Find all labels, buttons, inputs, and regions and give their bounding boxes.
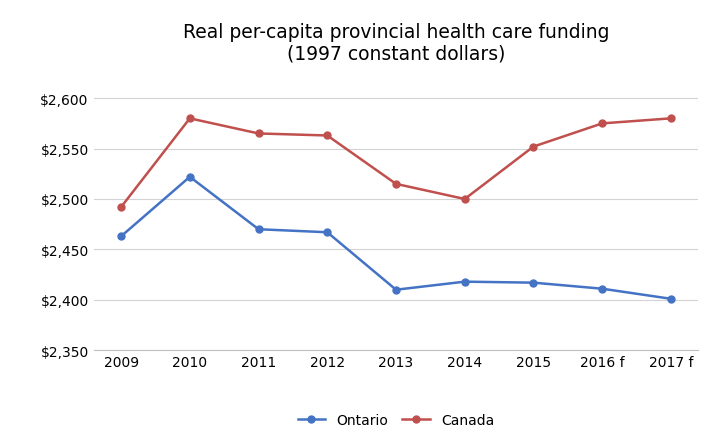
Canada — [460, 197, 469, 202]
Line: Ontario: Ontario — [117, 174, 675, 303]
Canada — [186, 117, 194, 122]
Ontario — [598, 286, 606, 292]
Ontario — [667, 297, 675, 302]
Canada — [117, 205, 125, 210]
Ontario — [117, 234, 125, 240]
Ontario — [323, 230, 332, 235]
Canada — [323, 134, 332, 139]
Legend: Ontario, Canada: Ontario, Canada — [291, 406, 501, 434]
Canada — [529, 145, 538, 150]
Line: Canada: Canada — [117, 116, 675, 211]
Ontario — [392, 287, 400, 293]
Ontario — [460, 279, 469, 285]
Ontario — [186, 175, 194, 180]
Canada — [392, 182, 400, 187]
Ontario — [529, 280, 538, 286]
Canada — [598, 121, 606, 127]
Canada — [254, 131, 263, 137]
Title: Real per-capita provincial health care funding
(1997 constant dollars): Real per-capita provincial health care f… — [183, 22, 609, 64]
Canada — [667, 117, 675, 122]
Ontario — [254, 227, 263, 232]
